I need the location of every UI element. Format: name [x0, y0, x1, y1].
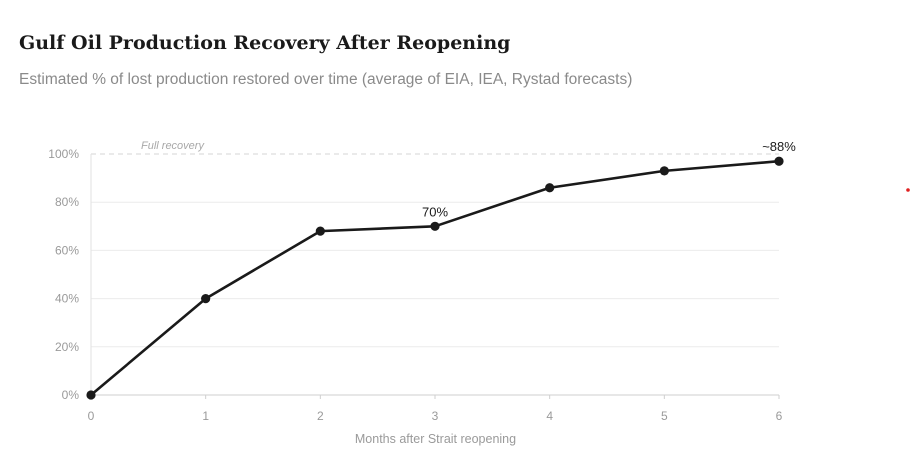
full-recovery-reference: Full recovery — [91, 140, 779, 155]
data-label: 70% — [422, 204, 448, 219]
chart-subtitle: Estimated % of lost production restored … — [19, 71, 633, 88]
x-axis-title: Months after Strait reopening — [355, 432, 516, 446]
y-tick-labels: 0% 20% 40% 60% 80% 100% — [48, 147, 79, 402]
stray-red-dot — [906, 188, 910, 192]
x-tick-label: 3 — [432, 409, 439, 423]
x-tick-label: 6 — [776, 409, 783, 423]
x-tick-label: 4 — [546, 409, 553, 423]
x-tick-label: 0 — [88, 409, 95, 423]
y-tick-label: 40% — [55, 292, 79, 306]
x-tick-label: 1 — [202, 409, 209, 423]
axes — [90, 154, 780, 399]
y-tick-label: 60% — [55, 243, 79, 257]
data-point — [774, 156, 784, 166]
reference-line-label: Full recovery — [141, 140, 205, 152]
data-annotations: 70% ~88% — [422, 139, 796, 219]
series-line — [89, 159, 781, 397]
y-tick-label: 20% — [55, 340, 79, 354]
data-label: ~88% — [762, 139, 796, 154]
x-tick-label: 2 — [317, 409, 324, 423]
chart-title: Gulf Oil Production Recovery After Reope… — [19, 32, 511, 54]
data-point — [430, 221, 440, 231]
data-point — [315, 226, 325, 236]
data-point — [545, 183, 555, 193]
data-point — [659, 166, 669, 176]
data-point — [86, 390, 96, 400]
data-point — [201, 294, 211, 304]
y-tick-label: 0% — [62, 388, 80, 402]
x-tick-label: 5 — [661, 409, 668, 423]
data-points — [86, 156, 784, 400]
recovery-line — [89, 159, 781, 397]
y-tick-label: 100% — [48, 147, 79, 161]
x-tick-labels: 0 1 2 3 4 5 6 — [88, 409, 783, 423]
y-tick-label: 80% — [55, 195, 79, 209]
